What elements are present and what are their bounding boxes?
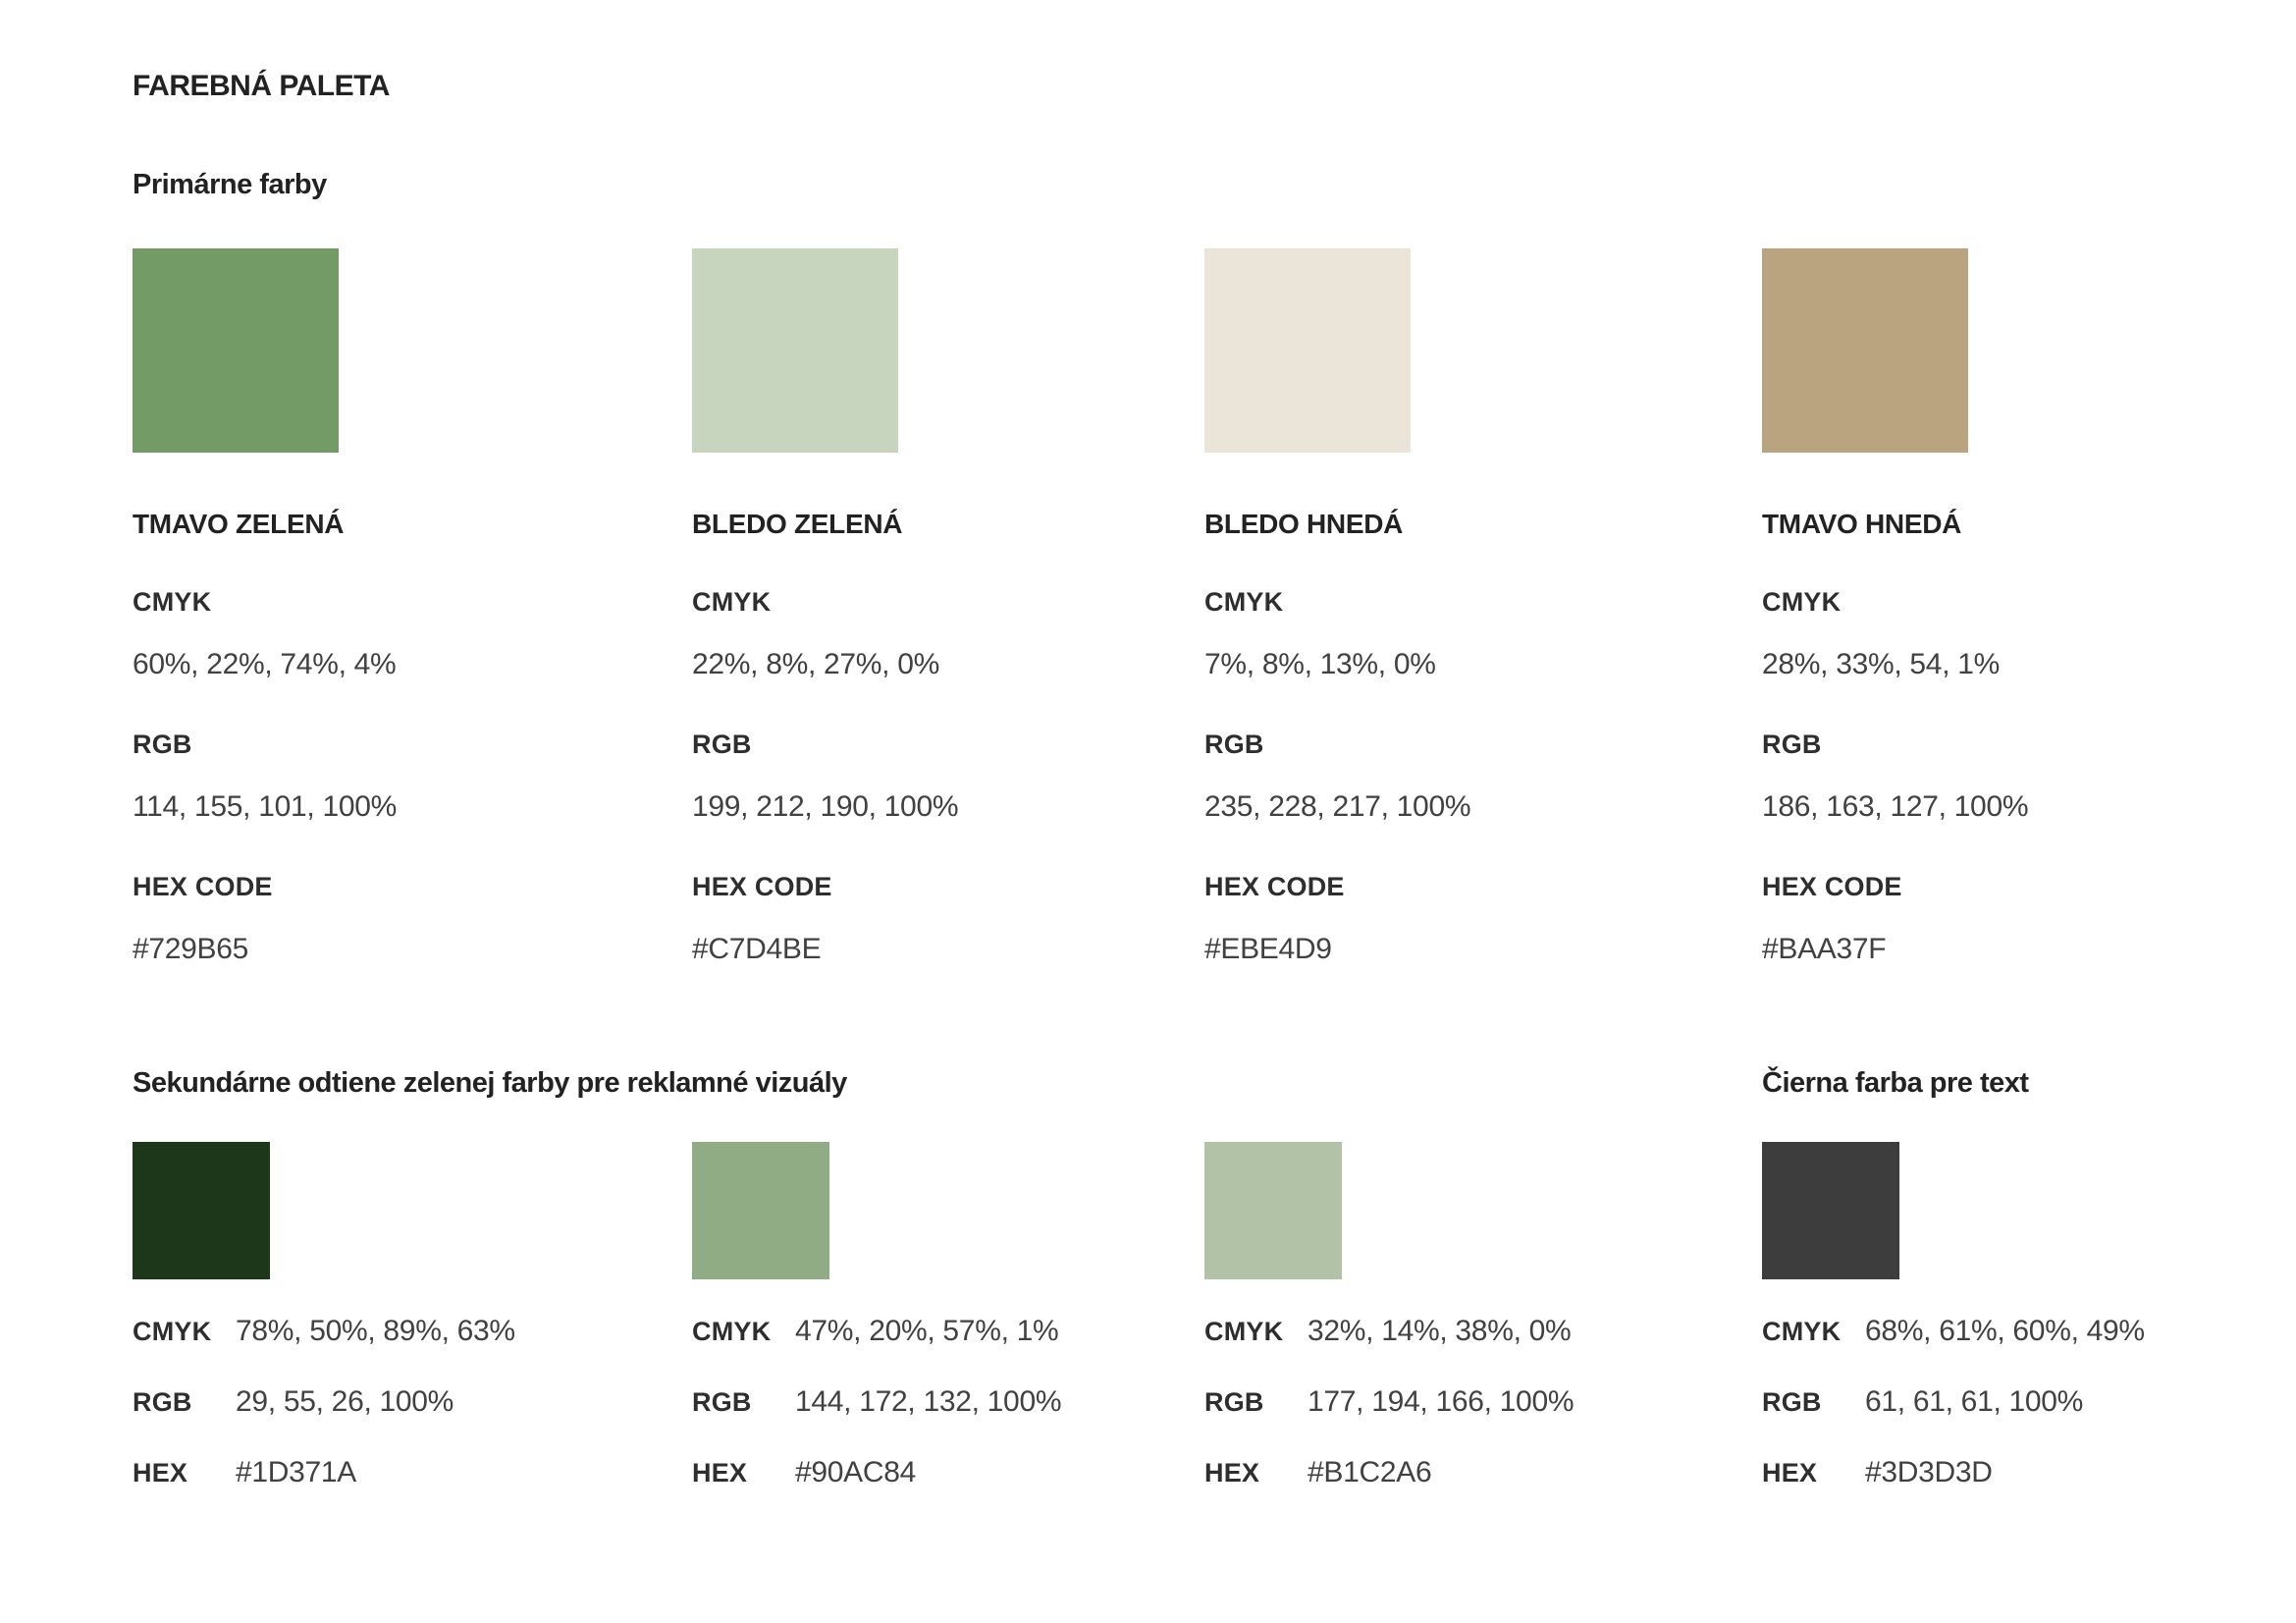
color-card-bledo-hneda: BLEDO HNEDÁ CMYK 7%, 8%, 13%, 0% RGB 235… (1204, 247, 1762, 965)
rgb-label: RGB (1204, 729, 1264, 759)
rgb-row: RGB 177, 194, 166, 100% (1204, 1384, 1762, 1418)
cmyk-label: CMYK (1762, 1316, 1842, 1346)
secondary-headings-row: Sekundárne odtiene zelenej farby pre rek… (133, 1066, 2296, 1100)
rgb-value: 186, 163, 127, 100% (1762, 789, 2029, 823)
cmyk-label: CMYK (133, 1316, 212, 1346)
hex-label: HEX (1204, 1457, 1260, 1488)
color-name: TMAVO HNEDÁ (1762, 508, 1962, 539)
hex-label: HEX CODE (1204, 871, 1345, 901)
color-swatch (1204, 1141, 1342, 1279)
hex-value: #90AC84 (795, 1455, 916, 1488)
cmyk-label: CMYK (1762, 586, 1842, 617)
cmyk-value: 22%, 8%, 27%, 0% (692, 647, 940, 680)
hex-row: HEX #1D371A (133, 1455, 692, 1488)
color-card-tmavo-zelena: TMAVO ZELENÁ CMYK 60%, 22%, 74%, 4% RGB … (133, 247, 692, 965)
color-swatch (133, 247, 339, 453)
color-swatch (1762, 247, 1968, 453)
page-title: FAREBNÁ PALETA (133, 70, 390, 102)
hex-label: HEX CODE (1762, 871, 1902, 901)
primary-section-heading: Primárne farby (133, 169, 327, 200)
cmyk-label: CMYK (1204, 1316, 1284, 1346)
secondary-colors-grid: CMYK 78%, 50%, 89%, 63% RGB 29, 55, 26, … (133, 1141, 2296, 1488)
hex-value: #3D3D3D (1865, 1455, 1993, 1488)
secondary-section-heading: Sekundárne odtiene zelenej farby pre rek… (133, 1066, 847, 1099)
rgb-label: RGB (692, 1386, 752, 1417)
hex-value: #BAA37F (1762, 932, 1887, 965)
rgb-value: 199, 212, 190, 100% (692, 789, 959, 823)
cmyk-label: CMYK (692, 586, 772, 617)
color-card-secondary-light-green: CMYK 32%, 14%, 38%, 0% RGB 177, 194, 166… (1204, 1141, 1762, 1488)
rgb-row: RGB 29, 55, 26, 100% (133, 1384, 692, 1418)
color-swatch (1204, 247, 1411, 453)
color-card-secondary-dark-green: CMYK 78%, 50%, 89%, 63% RGB 29, 55, 26, … (133, 1141, 692, 1488)
page-content: FAREBNÁ PALETA Primárne farby TMAVO ZELE… (0, 72, 2296, 1488)
color-card-bledo-zelena: BLEDO ZELENÁ CMYK 22%, 8%, 27%, 0% RGB 1… (692, 247, 1204, 965)
rgb-value: 61, 61, 61, 100% (1865, 1384, 2084, 1418)
hex-value: #B1C2A6 (1308, 1455, 1432, 1488)
cmyk-label: CMYK (133, 586, 212, 617)
cmyk-label: CMYK (1204, 586, 1284, 617)
cmyk-value: 78%, 50%, 89%, 63% (236, 1314, 515, 1347)
rgb-label: RGB (1762, 1386, 1822, 1417)
hex-label: HEX CODE (692, 871, 832, 901)
cmyk-row: CMYK 78%, 50%, 89%, 63% (133, 1314, 692, 1347)
rgb-label: RGB (133, 1386, 192, 1417)
rgb-label: RGB (1762, 729, 1822, 759)
rgb-value: 29, 55, 26, 100% (236, 1384, 454, 1418)
hex-row: HEX #B1C2A6 (1204, 1455, 1762, 1488)
cmyk-label: CMYK (692, 1316, 772, 1346)
rgb-value: 177, 194, 166, 100% (1308, 1384, 1575, 1418)
cmyk-value: 7%, 8%, 13%, 0% (1204, 647, 1436, 680)
cmyk-row: CMYK 32%, 14%, 38%, 0% (1204, 1314, 1762, 1347)
color-name: TMAVO ZELENÁ (133, 508, 345, 539)
hex-label: HEX CODE (133, 871, 273, 901)
color-name: BLEDO HNEDÁ (1204, 508, 1404, 539)
rgb-value: 144, 172, 132, 100% (795, 1384, 1062, 1418)
color-card-tmavo-hneda: TMAVO HNEDÁ CMYK 28%, 33%, 54, 1% RGB 18… (1762, 247, 2296, 965)
color-swatch (692, 247, 898, 453)
rgb-row: RGB 61, 61, 61, 100% (1762, 1384, 2296, 1418)
rgb-value: 235, 228, 217, 100% (1204, 789, 1471, 823)
hex-label: HEX (692, 1457, 748, 1488)
hex-row: HEX #90AC84 (692, 1455, 1204, 1488)
cmyk-value: 47%, 20%, 57%, 1% (795, 1314, 1059, 1347)
hex-label: HEX (133, 1457, 188, 1488)
color-card-black-text: CMYK 68%, 61%, 60%, 49% RGB 61, 61, 61, … (1762, 1141, 2296, 1488)
color-swatch (1762, 1141, 1899, 1279)
rgb-label: RGB (692, 729, 752, 759)
hex-value: #1D371A (236, 1455, 356, 1488)
hex-value: #C7D4BE (692, 932, 822, 965)
color-swatch (133, 1141, 270, 1279)
hex-label: HEX (1762, 1457, 1818, 1488)
cmyk-value: 28%, 33%, 54, 1% (1762, 647, 2001, 680)
cmyk-value: 60%, 22%, 74%, 4% (133, 647, 397, 680)
rgb-label: RGB (1204, 1386, 1264, 1417)
hex-row: HEX #3D3D3D (1762, 1455, 2296, 1488)
hex-value: #729B65 (133, 932, 249, 965)
cmyk-row: CMYK 47%, 20%, 57%, 1% (692, 1314, 1204, 1347)
rgb-label: RGB (133, 729, 192, 759)
black-text-heading: Čierna farba pre text (1762, 1066, 2029, 1099)
cmyk-row: CMYK 68%, 61%, 60%, 49% (1762, 1314, 2296, 1347)
primary-colors-grid: TMAVO ZELENÁ CMYK 60%, 22%, 74%, 4% RGB … (133, 247, 2296, 965)
cmyk-value: 68%, 61%, 60%, 49% (1865, 1314, 2145, 1347)
color-swatch (692, 1141, 829, 1279)
color-name: BLEDO ZELENÁ (692, 508, 903, 539)
rgb-row: RGB 144, 172, 132, 100% (692, 1384, 1204, 1418)
color-card-secondary-mid-green: CMYK 47%, 20%, 57%, 1% RGB 144, 172, 132… (692, 1141, 1204, 1488)
cmyk-value: 32%, 14%, 38%, 0% (1308, 1314, 1572, 1347)
rgb-value: 114, 155, 101, 100% (133, 789, 397, 823)
hex-value: #EBE4D9 (1204, 932, 1332, 965)
